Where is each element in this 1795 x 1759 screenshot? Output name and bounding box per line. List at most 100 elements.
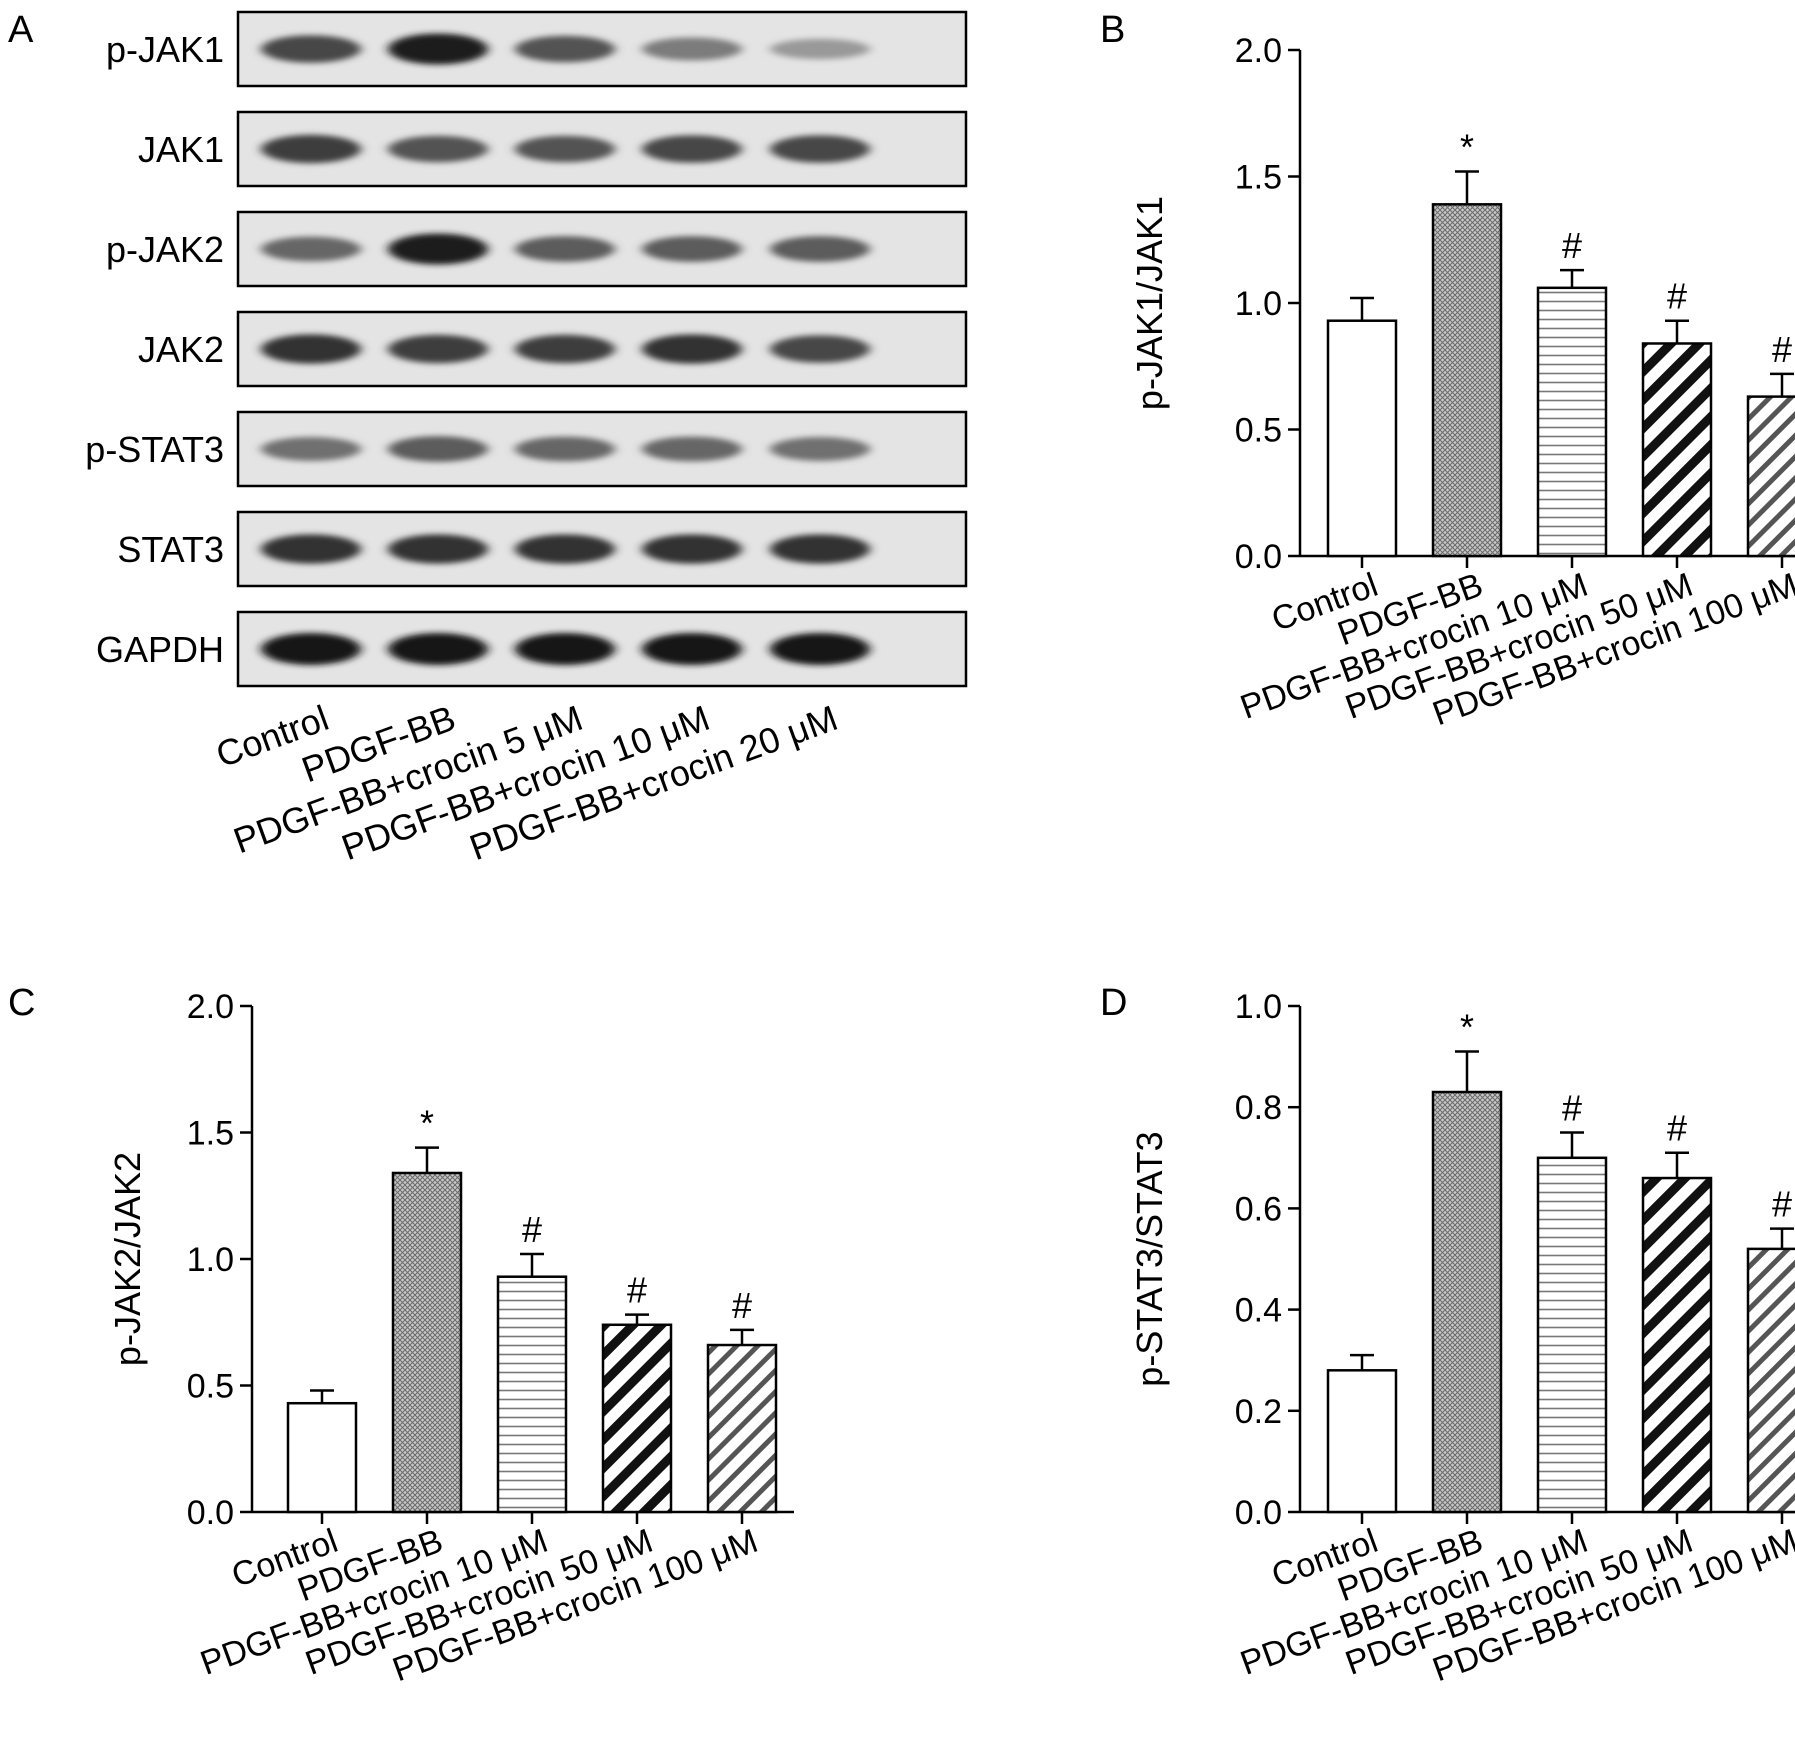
bar <box>706 1343 778 1514</box>
significance-mark: # <box>1772 329 1792 370</box>
blot-row-label: JAK2 <box>138 329 224 370</box>
blot-band <box>388 33 488 65</box>
bar <box>1326 319 1398 558</box>
y-tick-label: 0.0 <box>1235 1494 1282 1532</box>
blot-row-label: p-JAK1 <box>106 29 224 70</box>
blot-row-p-jak1: p-JAK1 <box>106 10 968 88</box>
blot-row-label: p-STAT3 <box>85 429 224 470</box>
panel-d-chart: D 0.00.20.40.60.81.0p-STAT3/STAT3Control… <box>1100 982 1795 1689</box>
y-tick-label: 2.0 <box>1235 32 1282 70</box>
blot-row-p-jak2: p-JAK2 <box>106 210 968 288</box>
bar <box>1326 1369 1398 1514</box>
blot-row-stat3: STAT3 <box>117 510 968 588</box>
blot-band <box>770 437 870 461</box>
chart-d-plot: 0.00.20.40.60.81.0p-STAT3/STAT3Control*P… <box>1129 988 1795 1689</box>
blot-band <box>261 334 361 364</box>
blot-band <box>261 35 361 63</box>
y-tick-label: 0.0 <box>187 1494 234 1532</box>
blot-band <box>515 534 615 564</box>
significance-mark: # <box>1772 1184 1792 1225</box>
panel-c-chart: C 0.00.51.01.52.0p-JAK2/JAK2Control*PDGF… <box>8 982 794 1689</box>
chart-b-plot: 0.00.51.01.52.0p-JAK1/JAK1Control*PDGF-B… <box>1129 32 1795 733</box>
significance-mark: # <box>522 1209 542 1250</box>
blot-band <box>388 534 488 564</box>
bar <box>1431 203 1503 558</box>
blot-band <box>770 633 870 665</box>
blot-band <box>642 633 742 665</box>
blot-band <box>770 335 870 363</box>
significance-mark: * <box>1460 1007 1474 1048</box>
bar <box>1641 342 1713 558</box>
panel-label-a: A <box>8 9 34 51</box>
significance-mark: # <box>1667 276 1687 317</box>
bar <box>601 1323 673 1514</box>
blot-row-jak2: JAK2 <box>138 310 968 388</box>
significance-mark: * <box>420 1103 434 1144</box>
y-tick-label: 0.8 <box>1235 1089 1282 1127</box>
panel-b-chart: B 0.00.51.01.52.0p-JAK1/JAK1Control*PDGF… <box>1100 9 1795 733</box>
blot-band <box>388 633 488 665</box>
blot-band <box>770 38 870 60</box>
blot-row-label: p-JAK2 <box>106 229 224 270</box>
blot-row-gapdh: GAPDH <box>96 610 968 688</box>
blot-band <box>261 437 361 461</box>
blot-band <box>770 135 870 163</box>
bar <box>286 1401 358 1514</box>
blot-band <box>642 334 742 364</box>
blot-band <box>642 436 742 462</box>
y-tick-label: 0.0 <box>1235 538 1282 576</box>
blot-band <box>642 37 742 61</box>
bar-group: Control <box>1267 296 1398 639</box>
y-axis: 0.0 0.5 1.0 1.5 2.0 <box>1235 32 1302 576</box>
y-axis-label: p-JAK1/JAK1 <box>1129 196 1170 410</box>
y-axis: 0.0 0.5 1.0 1.5 2.0 <box>187 988 254 1532</box>
y-tick-label: 0.6 <box>1235 1190 1282 1228</box>
significance-mark: # <box>732 1285 752 1326</box>
blot-band <box>261 633 361 665</box>
blot-band <box>515 236 615 262</box>
blot-band <box>515 633 615 665</box>
blot-band <box>388 135 488 163</box>
blot-band <box>261 236 361 262</box>
blot-band <box>388 436 488 462</box>
blot-row-jak1: JAK1 <box>138 110 968 188</box>
blot-band <box>642 534 742 564</box>
bar <box>1746 1247 1795 1514</box>
panel-label-d: D <box>1100 982 1127 1024</box>
bar <box>1431 1090 1503 1514</box>
bar <box>391 1171 463 1514</box>
y-tick-label: 1.5 <box>1235 159 1282 197</box>
chart-c-plot: 0.00.51.01.52.0p-JAK2/JAK2Control*PDGF-B… <box>107 988 794 1689</box>
bar <box>496 1275 568 1514</box>
significance-mark: # <box>1562 225 1582 266</box>
y-tick-label: 1.0 <box>187 1241 234 1279</box>
y-tick-label: 0.5 <box>187 1368 234 1406</box>
panel-a-western-blot: A p-JAK1JAK1p-JAK2JAK2p-STAT3STAT3GAPDH … <box>8 9 968 868</box>
significance-mark: # <box>1562 1088 1582 1129</box>
panel-label-c: C <box>8 982 35 1024</box>
blot-band <box>770 534 870 564</box>
y-tick-label: 0.4 <box>1235 1292 1282 1330</box>
blot-row-label: STAT3 <box>117 529 224 570</box>
blot-band <box>515 436 615 462</box>
blot-band <box>642 236 742 262</box>
blot-band <box>515 334 615 364</box>
y-axis: 0.0 0.2 0.4 0.6 0.8 1.0 <box>1235 988 1302 1532</box>
blot-band <box>261 134 361 164</box>
y-tick-label: 0.2 <box>1235 1393 1282 1431</box>
blot-band <box>515 35 615 63</box>
blot-row-p-stat3: p-STAT3 <box>85 410 968 488</box>
y-tick-label: 1.0 <box>1235 988 1282 1026</box>
bar <box>1536 286 1608 558</box>
blot-band <box>770 236 870 262</box>
bar <box>1746 395 1795 558</box>
significance-mark: # <box>1667 1108 1687 1149</box>
blot-band <box>642 135 742 163</box>
bar <box>1641 1176 1713 1514</box>
y-tick-label: 2.0 <box>187 988 234 1026</box>
blot-row-label: GAPDH <box>96 629 224 670</box>
blot-band <box>388 233 488 265</box>
y-axis-label: p-JAK2/JAK2 <box>107 1152 148 1366</box>
